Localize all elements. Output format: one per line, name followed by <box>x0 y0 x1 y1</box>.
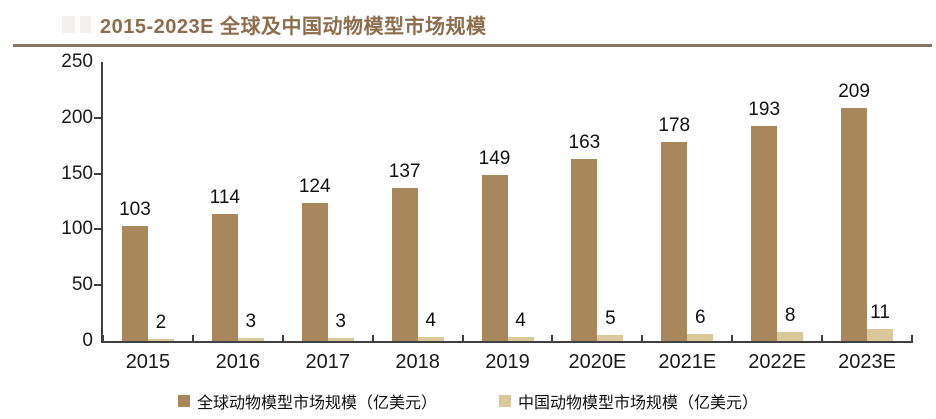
y-axis-tick-label: 250 <box>61 51 93 72</box>
value-label-global: 163 <box>568 132 601 154</box>
bar-china <box>417 336 444 341</box>
bar-china <box>237 337 264 341</box>
x-axis-tick-mark <box>641 335 644 343</box>
x-axis-category-label: 2016 <box>215 351 261 373</box>
y-axis-tick-label: 0 <box>82 330 93 351</box>
value-label-china: 8 <box>784 305 796 327</box>
x-axis-category-label: 2018 <box>395 351 440 373</box>
x-axis-category-label: 2022E <box>748 351 807 373</box>
value-label-china: 5 <box>605 308 616 330</box>
y-axis-tick-label: 200 <box>61 106 93 128</box>
value-label-china: 11 <box>870 301 890 323</box>
bar-china <box>777 332 804 341</box>
legend-label-china: 中国动物模型市场规模（亿美元） <box>518 395 759 412</box>
bar-global <box>751 125 778 341</box>
x-axis-tick-mark <box>821 335 824 343</box>
value-label-china: 4 <box>515 309 526 331</box>
bar-global <box>841 107 868 341</box>
bar-china <box>147 338 174 341</box>
value-label-global: 149 <box>478 147 511 169</box>
y-axis-tick-label: 150 <box>61 162 93 184</box>
bar-china <box>867 328 894 341</box>
x-axis-category-label: 2015 <box>125 351 171 373</box>
legend-label-global: 全球动物模型市场规模（亿美元） <box>196 395 437 412</box>
y-axis-line <box>101 62 103 343</box>
x-axis-tick-mark <box>551 335 554 343</box>
value-label-global: 209 <box>838 80 870 102</box>
y-axis-tick-mark <box>94 116 101 119</box>
x-axis-tick-mark <box>911 335 913 343</box>
value-label-china: 3 <box>335 310 347 332</box>
chart-title: 2015-2023E 全球及中国动物模型市场规模 <box>100 16 487 38</box>
x-axis-tick-mark <box>371 335 374 343</box>
y-axis-tick-mark <box>94 172 101 175</box>
value-label-global: 193 <box>748 98 781 120</box>
value-label-china: 6 <box>694 307 706 329</box>
value-label-china: 4 <box>425 309 436 331</box>
bar-global <box>571 159 598 341</box>
bar-global <box>391 188 418 341</box>
value-label-global: 124 <box>298 175 331 197</box>
value-label-global: 137 <box>388 161 421 183</box>
bar-china <box>687 334 714 341</box>
x-axis-tick-mark <box>102 335 104 343</box>
bar-global <box>481 174 508 341</box>
x-axis-category-label: 2023E <box>838 351 896 373</box>
value-label-global: 114 <box>209 186 240 208</box>
bar-global <box>121 226 148 341</box>
legend-item-global: 全球动物模型市场规模（亿美元） <box>177 389 437 413</box>
y-axis-tick-mark <box>94 228 101 231</box>
legend-item-china: 中国动物模型市场规模（亿美元） <box>499 389 758 413</box>
bar-china <box>597 335 624 341</box>
y-axis-tick-label: 100 <box>61 218 93 240</box>
bar-china <box>507 336 534 341</box>
faded-figure-label-mark <box>62 16 75 33</box>
legend-swatch-china <box>499 395 511 407</box>
value-label-global: 178 <box>658 115 691 137</box>
value-label-china: 2 <box>155 311 167 333</box>
x-axis-tick-mark <box>461 335 464 343</box>
bar-global <box>301 202 328 341</box>
y-axis-tick-label: 50 <box>71 274 93 296</box>
x-axis-category-label: 2019 <box>485 351 530 373</box>
bar-china <box>327 337 354 341</box>
bar-global <box>211 213 238 341</box>
x-axis-category-label: 2021E <box>658 351 717 373</box>
value-label-global: 103 <box>119 199 151 221</box>
x-axis-category-label: 2020E <box>568 351 627 373</box>
title-divider-rule <box>13 44 932 47</box>
legend-swatch-global <box>177 395 190 407</box>
faded-figure-label-mark <box>80 16 91 33</box>
x-axis-line <box>101 341 912 343</box>
x-axis-tick-mark <box>191 335 194 343</box>
x-axis-category-label: 2017 <box>305 351 350 373</box>
bar-global <box>661 142 688 341</box>
y-axis-tick-mark <box>94 284 101 287</box>
value-label-china: 3 <box>245 310 257 332</box>
x-axis-tick-mark <box>731 335 734 343</box>
x-axis-tick-mark <box>281 335 284 343</box>
legend: 全球动物模型市场规模（亿美元） 中国动物模型市场规模（亿美元） <box>0 389 936 413</box>
